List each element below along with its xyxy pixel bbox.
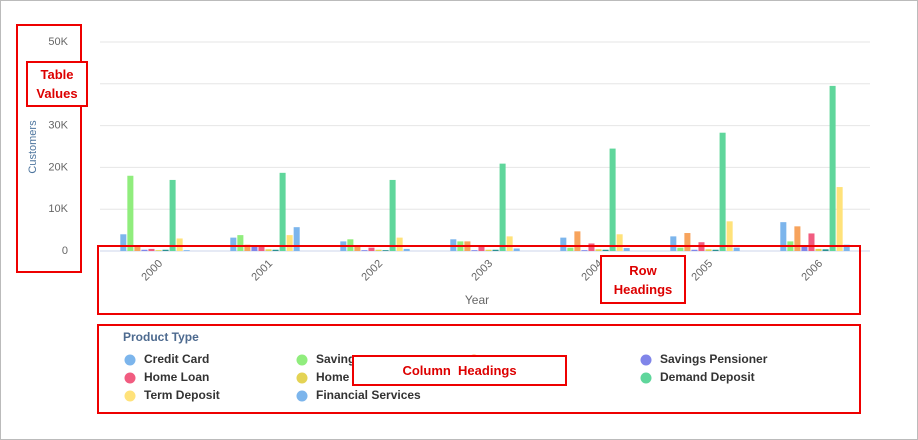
bar [478, 245, 485, 251]
bar [258, 245, 265, 251]
bar [684, 233, 691, 251]
legend-marker [640, 372, 652, 384]
annotation-frame [16, 24, 82, 273]
bar [120, 234, 127, 251]
annotation: Column Headings [352, 355, 567, 386]
bar [705, 249, 712, 251]
bar [836, 187, 843, 251]
bar [485, 249, 492, 251]
y-axis-title: Customers [27, 120, 39, 174]
annotation: Table Values [26, 61, 88, 107]
y-tick-label: 50K [48, 36, 68, 48]
legend-marker [296, 354, 308, 366]
y-tick-label: 10K [48, 203, 68, 215]
bar [843, 244, 850, 251]
bar [169, 179, 176, 251]
bar [148, 248, 155, 251]
annotation-frame [97, 324, 861, 414]
bar [726, 221, 733, 251]
legend-label: Demand Deposit [660, 370, 755, 384]
bar [808, 233, 815, 251]
legend-marker [296, 390, 308, 402]
bar [560, 237, 567, 251]
bar [733, 247, 740, 251]
bar [471, 250, 478, 251]
annotation-frame [97, 245, 861, 315]
legend-label: Saving [316, 352, 355, 366]
legend-label: Financial Services [316, 388, 421, 402]
bar [815, 248, 822, 251]
bar [354, 245, 361, 251]
bar [499, 163, 506, 251]
bar [361, 250, 368, 251]
bar [368, 247, 375, 251]
bar [183, 250, 190, 251]
annotation: Row Headings [600, 255, 686, 304]
bar [567, 247, 574, 251]
bar [176, 238, 183, 251]
bar [492, 249, 499, 251]
bar [588, 243, 595, 251]
bar [822, 249, 829, 251]
x-axis-title: Year [465, 293, 489, 307]
bar [375, 249, 382, 251]
y-tick-label: 30K [48, 120, 68, 132]
bar [623, 248, 630, 251]
bar [286, 235, 293, 251]
legend-marker [124, 372, 136, 384]
bar [602, 249, 609, 251]
bar [127, 175, 134, 251]
bar [506, 236, 513, 251]
bar [581, 250, 588, 251]
bar [794, 226, 801, 251]
bar [513, 248, 520, 251]
bar [574, 231, 581, 251]
bar [155, 250, 162, 251]
legend-marker [124, 354, 136, 366]
bar [251, 246, 258, 251]
bar [712, 249, 719, 251]
bar [265, 249, 272, 251]
legend-marker [640, 354, 652, 366]
y-tick-label: 0 [62, 245, 68, 257]
bar [230, 237, 237, 251]
y-tick-label: 20K [48, 161, 68, 173]
bar [382, 250, 389, 251]
bar [237, 235, 244, 251]
bar [609, 148, 616, 251]
bar [403, 248, 410, 251]
legend-label: Home [316, 370, 350, 384]
bar [780, 222, 787, 251]
bar [162, 249, 169, 251]
legend-label: Home Loan [144, 370, 209, 384]
bar [396, 237, 403, 251]
bar [389, 179, 396, 251]
bar [719, 132, 726, 251]
bar [616, 234, 623, 251]
bar [670, 236, 677, 251]
bar [677, 247, 684, 251]
bar [272, 249, 279, 251]
legend-marker [124, 390, 136, 402]
bar [134, 245, 141, 251]
bar [801, 245, 808, 251]
legend-label: Credit Card [144, 352, 209, 366]
bar [141, 249, 148, 251]
bar [829, 85, 836, 251]
legend-label: Term Deposit [144, 388, 220, 402]
legend-title: Product Type [123, 330, 199, 344]
bar [293, 227, 300, 251]
bar [691, 249, 698, 251]
bar [595, 249, 602, 251]
legend-marker [296, 372, 308, 384]
bar [279, 172, 286, 251]
legend-label: Savings Pensioner [660, 352, 768, 366]
bar [244, 244, 251, 251]
